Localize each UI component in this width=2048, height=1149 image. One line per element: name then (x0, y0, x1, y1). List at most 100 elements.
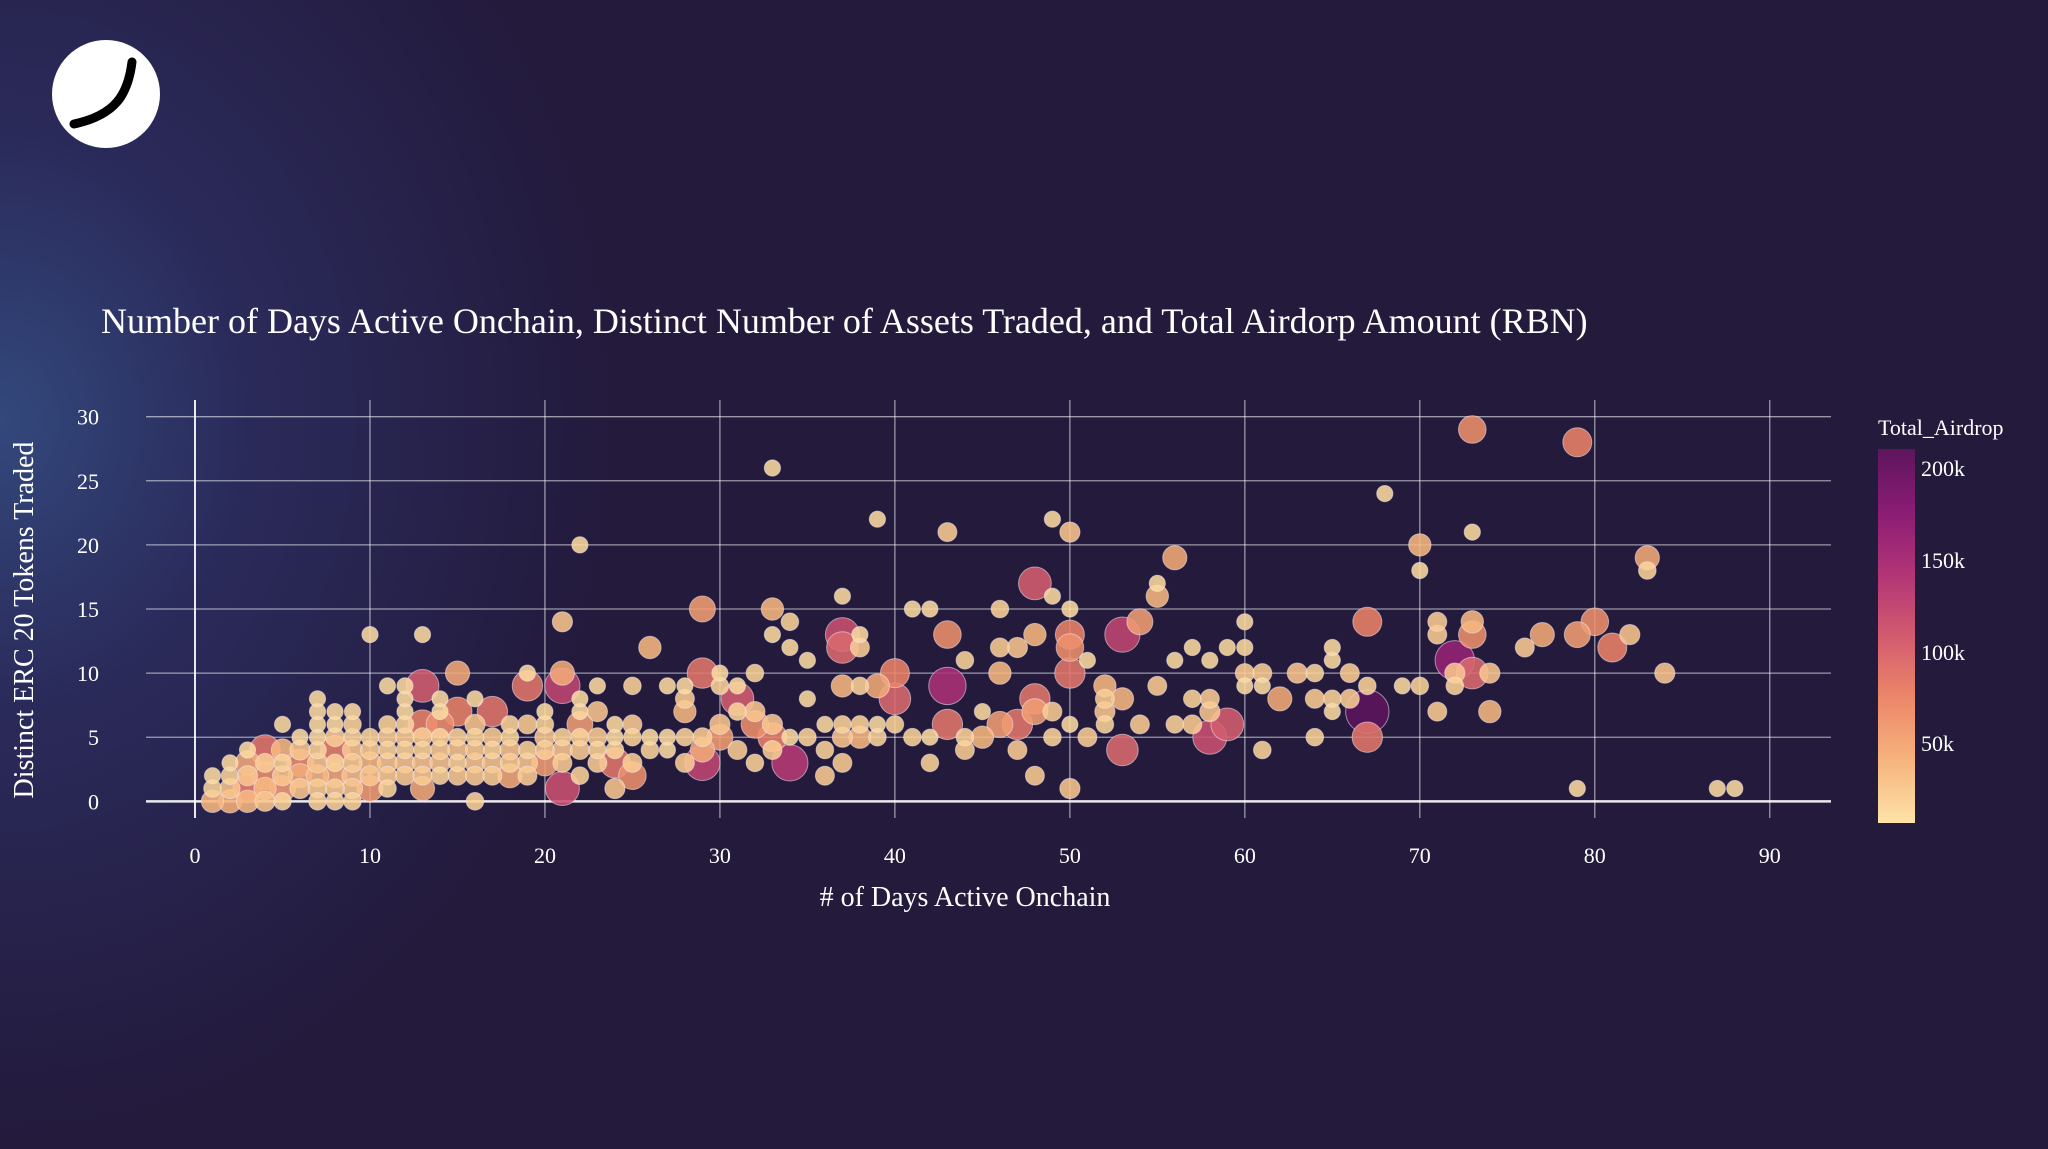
data-point (534, 740, 555, 760)
data-point (1597, 632, 1628, 663)
data-point (1201, 651, 1219, 669)
data-point (885, 715, 905, 734)
data-point (762, 740, 783, 760)
y-tick-label: 25 (77, 469, 99, 494)
data-point (1305, 727, 1325, 747)
data-point (518, 740, 537, 760)
y-tick-label: 30 (77, 405, 99, 430)
data-point (588, 740, 607, 760)
data-point (1358, 676, 1377, 696)
data-point (763, 626, 782, 644)
data-point (1043, 587, 1062, 605)
data-point (1126, 608, 1154, 636)
data-point (986, 710, 1014, 738)
data-point (1427, 611, 1448, 632)
data-point (1129, 714, 1150, 735)
data-point (622, 752, 643, 773)
data-point (903, 600, 922, 618)
data-point (638, 635, 662, 660)
data-point (325, 753, 345, 773)
data-point (1323, 703, 1341, 721)
data-point (1236, 638, 1254, 657)
data-point (868, 715, 887, 734)
data-point (1162, 545, 1188, 571)
logo-swoosh-icon (69, 57, 137, 129)
data-point (1445, 676, 1465, 696)
data-point (973, 703, 992, 721)
y-tick-label: 5 (88, 725, 99, 750)
data-point (1165, 715, 1185, 734)
data-point (744, 701, 766, 723)
data-point (570, 727, 590, 747)
data-point (955, 651, 975, 670)
data-point (466, 690, 484, 708)
data-point (482, 765, 503, 786)
data-point (833, 587, 852, 605)
data-point (745, 753, 765, 773)
data-point (851, 626, 869, 644)
data-point (571, 690, 589, 708)
logo (52, 40, 160, 148)
data-points (200, 415, 1744, 814)
data-point (1078, 651, 1097, 669)
data-point (289, 777, 311, 800)
x-tick-label: 50 (1059, 843, 1081, 868)
data-point (308, 690, 327, 708)
data-point (830, 674, 855, 698)
data-point (1411, 561, 1429, 580)
data-point (359, 765, 381, 787)
data-point (1043, 510, 1062, 528)
x-tick-label: 60 (1234, 843, 1256, 868)
data-point (676, 677, 694, 695)
x-tick-label: 30 (709, 843, 731, 868)
data-point (1055, 633, 1085, 662)
data-point (814, 765, 835, 786)
x-tick-label: 10 (359, 843, 381, 868)
data-point (990, 599, 1010, 619)
data-point (1023, 622, 1047, 647)
data-point (1563, 621, 1591, 649)
data-point (570, 766, 590, 786)
data-point (1236, 677, 1254, 695)
data-point (1006, 636, 1029, 659)
data-point (221, 754, 239, 772)
data-point (1514, 637, 1535, 658)
data-point (692, 727, 713, 748)
data-point (255, 752, 275, 773)
data-point (1458, 415, 1487, 444)
data-point (1059, 521, 1081, 543)
data-point (465, 727, 485, 747)
data-point (1427, 701, 1448, 722)
data-point (798, 690, 817, 708)
data-point (1147, 675, 1168, 696)
data-point (688, 595, 716, 623)
data-point (1199, 688, 1220, 709)
x-tick-label: 40 (884, 843, 906, 868)
data-point (1408, 533, 1432, 557)
data-point (378, 779, 397, 798)
data-point (931, 708, 964, 741)
data-point (1106, 733, 1139, 767)
data-point (1305, 663, 1325, 683)
data-point (552, 752, 573, 773)
data-point (1708, 779, 1726, 798)
data-point (431, 690, 449, 708)
data-point (378, 715, 397, 734)
y-tick-label: 10 (77, 661, 99, 686)
data-point (483, 740, 502, 760)
data-point (1410, 676, 1430, 696)
data-point (1042, 701, 1063, 722)
x-axis-title: # of Days Active Onchain (819, 882, 1111, 913)
data-point (254, 790, 276, 812)
data-point (1562, 427, 1593, 458)
data-point (1077, 727, 1098, 748)
y-tick-label: 15 (77, 597, 99, 622)
data-point (413, 626, 432, 644)
data-point (1323, 638, 1341, 657)
data-point (1095, 715, 1115, 734)
colorbar (1878, 449, 1915, 823)
data-point (586, 701, 609, 723)
data-point (1638, 561, 1657, 580)
data-point (850, 715, 870, 734)
